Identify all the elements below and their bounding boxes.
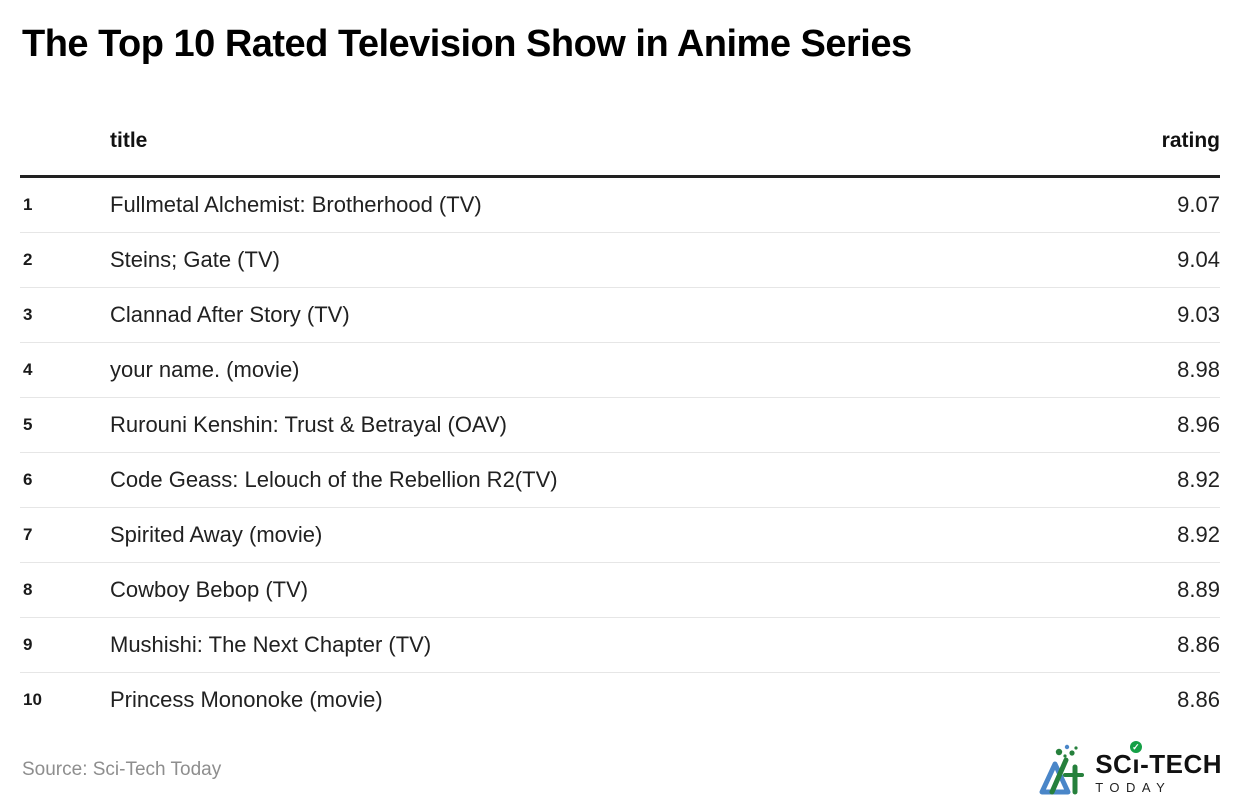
row-rating: 8.86	[1177, 631, 1220, 657]
row-rank: 4	[23, 359, 33, 379]
row-title: Code Geass: Lelouch of the Rebellion R2(…	[110, 466, 558, 492]
row-rating: 8.92	[1177, 521, 1220, 547]
page-title: The Top 10 Rated Television Show in Anim…	[22, 23, 912, 65]
row-rating: 9.03	[1177, 301, 1220, 327]
row-rating: 8.86	[1177, 686, 1220, 712]
column-header-rating: rating	[1161, 128, 1220, 152]
scitech-logo: SC ✓ ı-TECH TODAY	[1038, 740, 1222, 803]
table-row: 2 Steins; Gate (TV) 9.04	[20, 233, 1220, 288]
row-rank: 5	[23, 414, 33, 434]
check-icon: ✓	[1130, 740, 1143, 753]
table-row: 9 Mushishi: The Next Chapter (TV) 8.86	[20, 618, 1220, 673]
table-row: 3 Clannad After Story (TV) 9.03	[20, 288, 1220, 343]
scitech-logo-text: SC ✓ ı-TECH TODAY	[1095, 740, 1222, 795]
brand-sc: SC	[1095, 748, 1133, 779]
row-rank: 9	[23, 634, 33, 654]
brand-i-glyph: ı	[1132, 748, 1141, 779]
row-title: Clannad After Story (TV)	[110, 301, 350, 327]
table-row: 1 Fullmetal Alchemist: Brotherhood (TV) …	[20, 178, 1220, 233]
row-rating: 8.98	[1177, 356, 1220, 382]
row-rating: 8.89	[1177, 576, 1220, 602]
row-rank: 1	[23, 194, 33, 214]
table-row: 4 your name. (movie) 8.98	[20, 343, 1220, 398]
brand-i: ✓ ı	[1130, 740, 1143, 779]
row-rank: 3	[23, 304, 33, 324]
row-rank: 6	[23, 469, 33, 489]
table-row: 5 Rurouni Kenshin: Trust & Betrayal (OAV…	[20, 398, 1220, 453]
row-rank: 2	[23, 249, 33, 269]
row-rank: 7	[23, 524, 33, 544]
row-rating: 8.96	[1177, 411, 1220, 437]
row-title: your name. (movie)	[110, 356, 300, 382]
row-rating: 8.92	[1177, 466, 1220, 492]
brand-tech: -TECH	[1140, 748, 1222, 779]
row-title: Rurouni Kenshin: Trust & Betrayal (OAV)	[110, 411, 507, 437]
row-title: Cowboy Bebop (TV)	[110, 576, 309, 602]
row-title: Mushishi: The Next Chapter (TV)	[110, 631, 432, 657]
row-title: Steins; Gate (TV)	[110, 246, 280, 272]
table-row: 10 Princess Mononoke (movie) 8.86	[20, 673, 1220, 727]
table-header: title rating	[20, 65, 1220, 178]
ratings-table: title rating 1 Fullmetal Alchemist: Brot…	[20, 65, 1220, 727]
scitech-logo-mark-icon	[1038, 742, 1090, 803]
row-rating: 9.07	[1177, 191, 1220, 217]
table-row: 6 Code Geass: Lelouch of the Rebellion R…	[20, 453, 1220, 508]
table-row: 7 Spirited Away (movie) 8.92	[20, 508, 1220, 563]
row-rating: 9.04	[1177, 246, 1220, 272]
row-title: Princess Mononoke (movie)	[110, 686, 383, 712]
scitech-brand-name: SC ✓ ı-TECH	[1095, 740, 1222, 779]
row-title: Spirited Away (movie)	[110, 521, 323, 547]
row-title: Fullmetal Alchemist: Brotherhood (TV)	[110, 191, 482, 217]
source-text: Source: Sci-Tech Today	[22, 759, 222, 780]
row-rank: 8	[23, 579, 33, 599]
column-header-title: title	[110, 128, 148, 152]
table-row: 8 Cowboy Bebop (TV) 8.89	[20, 563, 1220, 618]
scitech-brand-today: TODAY	[1095, 779, 1172, 795]
row-rank: 10	[23, 689, 42, 709]
